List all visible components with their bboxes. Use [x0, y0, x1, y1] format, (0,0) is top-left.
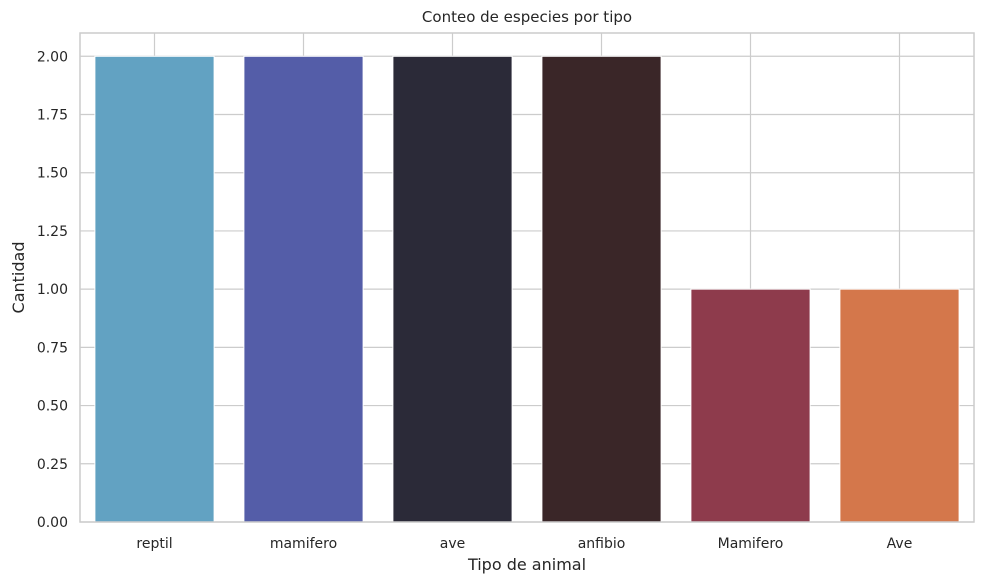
y-tick-label: 1.50 — [37, 166, 68, 182]
y-tick-label: 1.75 — [37, 108, 68, 124]
y-tick-label: 0.00 — [37, 515, 68, 531]
x-tick-label: mamifero — [270, 536, 337, 552]
y-tick-label: 0.75 — [37, 340, 68, 356]
x-tick-label: Ave — [887, 536, 913, 552]
x-axis-title: Tipo de animal — [467, 555, 586, 574]
bar-mamifero — [690, 288, 811, 523]
y-tick-label: 1.25 — [37, 224, 68, 240]
y-axis-title: Cantidad — [9, 242, 28, 314]
x-tick-label: anfibio — [578, 536, 626, 552]
y-tick-label: 0.50 — [37, 399, 68, 415]
bar-anfibio — [541, 55, 662, 523]
y-tick-label: 1.00 — [37, 282, 68, 298]
y-tick-label: 2.00 — [37, 49, 68, 65]
bar-ave — [839, 288, 960, 523]
x-tick-label: reptil — [136, 536, 172, 552]
bar-ave — [392, 55, 513, 523]
bar-reptil — [94, 55, 215, 523]
x-tick-labels: reptil mamifero ave anfibio Mamifero Ave — [136, 536, 912, 552]
x-tick-label: Mamifero — [718, 536, 784, 552]
chart-title: Conteo de especies por tipo — [422, 8, 632, 26]
y-tick-label: 0.25 — [37, 457, 68, 473]
bar-mamifero — [243, 55, 364, 523]
y-tick-labels: 0.00 0.25 0.50 0.75 1.00 1.25 1.50 1.75 2.00 — [37, 49, 68, 531]
bars — [94, 55, 960, 523]
x-tick-label: ave — [440, 536, 465, 552]
plot-frame — [79, 32, 975, 523]
